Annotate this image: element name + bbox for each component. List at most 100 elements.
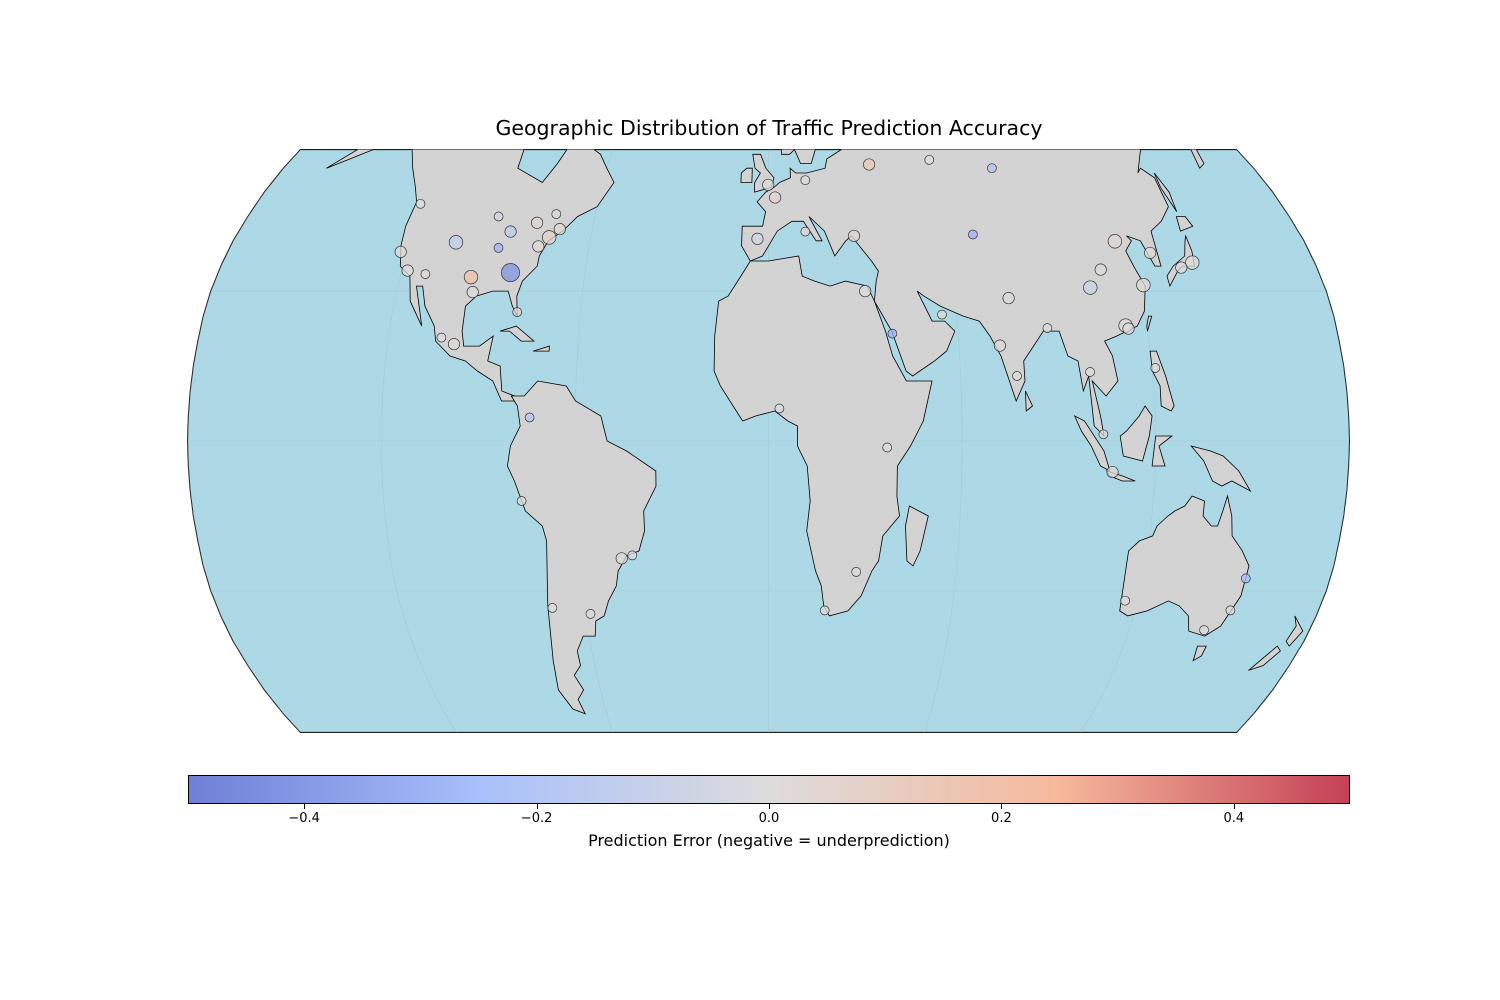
colorbar-tick bbox=[304, 804, 306, 809]
data-point bbox=[762, 178, 775, 191]
data-point bbox=[553, 223, 566, 236]
data-point bbox=[924, 154, 935, 165]
data-point bbox=[993, 339, 1006, 352]
data-point bbox=[887, 328, 898, 339]
data-point bbox=[447, 338, 461, 351]
colorbar-tick bbox=[536, 804, 538, 809]
land-hokkaido bbox=[1175, 216, 1194, 232]
data-point bbox=[819, 605, 830, 616]
data-point bbox=[615, 552, 628, 565]
data-point bbox=[532, 240, 545, 253]
data-point bbox=[504, 225, 517, 238]
data-point bbox=[968, 229, 978, 240]
data-point bbox=[1120, 595, 1130, 606]
land-cuba bbox=[499, 325, 535, 342]
land-sumatra bbox=[1073, 415, 1111, 472]
land-masses bbox=[326, 54, 1304, 715]
data-point bbox=[1144, 246, 1157, 259]
land-sakhalin bbox=[1153, 172, 1178, 212]
data-point bbox=[863, 158, 876, 171]
colorbar-label: Prediction Error (negative = underpredic… bbox=[588, 831, 950, 850]
land-tasmania bbox=[1192, 645, 1207, 662]
data-point bbox=[585, 609, 596, 619]
colorbar-tick bbox=[769, 804, 770, 809]
data-point bbox=[1240, 573, 1251, 584]
data-point bbox=[859, 285, 872, 298]
data-point bbox=[1175, 261, 1188, 274]
data-point bbox=[501, 263, 520, 283]
colorbar-tick-label: 0.4 bbox=[1223, 811, 1245, 826]
land-baffin bbox=[564, 89, 619, 132]
land-new-zealand-north bbox=[1285, 615, 1304, 647]
land-sulawesi bbox=[1151, 435, 1174, 467]
data-point bbox=[516, 496, 527, 506]
data-point bbox=[851, 567, 862, 577]
data-point bbox=[524, 412, 535, 423]
land-taiwan bbox=[1146, 315, 1153, 332]
data-point bbox=[1225, 605, 1236, 616]
data-point bbox=[847, 229, 861, 242]
data-point bbox=[1136, 277, 1151, 293]
data-point bbox=[493, 243, 504, 253]
data-point bbox=[1106, 465, 1119, 479]
data-point bbox=[512, 307, 523, 317]
land-ireland bbox=[740, 167, 753, 183]
data-point bbox=[1085, 367, 1095, 377]
colorbar-tick-label: −0.4 bbox=[288, 811, 320, 826]
colorbar-tick bbox=[1233, 804, 1235, 809]
land-africa bbox=[713, 255, 933, 617]
data-point bbox=[463, 269, 479, 285]
land-sri-lanka bbox=[1025, 390, 1033, 412]
colorbar bbox=[188, 775, 1350, 804]
data-point bbox=[1042, 323, 1053, 333]
data-point bbox=[448, 235, 464, 250]
data-point bbox=[937, 309, 947, 320]
data-point bbox=[415, 198, 426, 209]
data-point bbox=[493, 211, 504, 222]
data-point bbox=[987, 163, 997, 174]
data-point bbox=[1107, 234, 1123, 249]
colorbar-tick bbox=[1001, 804, 1003, 809]
data-point bbox=[420, 269, 431, 279]
data-point bbox=[1012, 371, 1022, 381]
land-madagascar bbox=[905, 505, 929, 567]
land-new-zealand-south bbox=[1248, 645, 1281, 671]
data-point bbox=[466, 286, 479, 299]
data-point bbox=[774, 403, 785, 414]
data-point bbox=[751, 232, 764, 245]
land-south-america bbox=[506, 380, 657, 715]
land-new-guinea bbox=[1190, 445, 1252, 493]
data-point bbox=[1185, 255, 1200, 270]
data-point bbox=[1083, 280, 1098, 295]
data-point bbox=[1098, 429, 1109, 440]
data-point bbox=[542, 230, 557, 245]
land-greenland bbox=[623, 54, 729, 146]
land-australia bbox=[1119, 494, 1250, 637]
land-eurasia bbox=[741, 149, 1217, 438]
data-point bbox=[769, 191, 782, 204]
land-iceland bbox=[710, 118, 735, 127]
data-point bbox=[551, 209, 562, 219]
data-point bbox=[547, 603, 558, 613]
data-point bbox=[800, 226, 811, 237]
land-hispaniola bbox=[533, 345, 550, 352]
data-point bbox=[436, 332, 447, 343]
land-arctic-islands bbox=[512, 62, 598, 89]
colorbar-tick-label: 0.0 bbox=[758, 811, 780, 826]
data-point bbox=[1094, 263, 1107, 276]
data-point bbox=[1199, 625, 1209, 635]
data-point bbox=[882, 442, 893, 453]
chart-title: Geographic Distribution of Traffic Predi… bbox=[495, 116, 1043, 140]
data-point bbox=[1122, 322, 1135, 335]
colorbar-tick-label: 0.2 bbox=[991, 811, 1012, 826]
colorbar-tick-label: −0.2 bbox=[520, 811, 553, 826]
land-borneo bbox=[1119, 405, 1153, 462]
data-point bbox=[394, 245, 407, 258]
data-point bbox=[531, 216, 544, 229]
data-point bbox=[1150, 363, 1161, 373]
data-points bbox=[394, 154, 1251, 635]
data-point bbox=[627, 550, 638, 561]
land-north-america bbox=[326, 149, 615, 402]
data-point bbox=[1002, 292, 1015, 305]
